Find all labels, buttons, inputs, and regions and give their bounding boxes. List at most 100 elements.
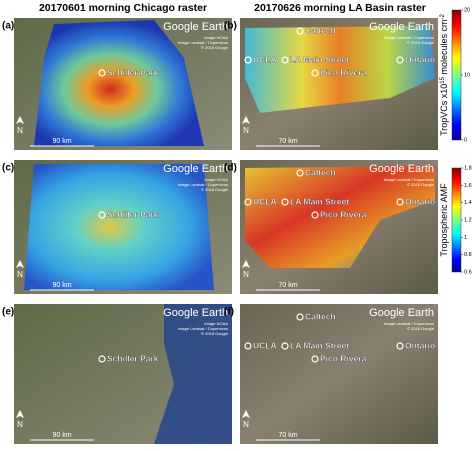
brand-label: Google Earth bbox=[163, 21, 228, 33]
colorbar-title: Tropospheric AMF bbox=[439, 183, 449, 257]
scale-label: 90 km bbox=[52, 138, 71, 145]
credit-label: © 2018 Google bbox=[407, 182, 435, 187]
place-label: UCLA bbox=[253, 196, 277, 206]
credit-label: Image Landsat / Copernicus bbox=[384, 177, 434, 182]
place-marker bbox=[281, 342, 289, 350]
credit-label: Image NOAA bbox=[204, 35, 228, 40]
panel-label: (f) bbox=[224, 307, 234, 318]
column-title: 20170626 morning LA Basin raster bbox=[254, 2, 426, 14]
credit-label: Image Landsat / Copernicus bbox=[384, 321, 434, 326]
credit-label: Image Landsat / Copernicus bbox=[178, 326, 228, 331]
scale-label: 70 km bbox=[278, 432, 297, 439]
map-panel: Google Earth Image Landsat / Copernicus© … bbox=[240, 304, 438, 444]
colorbar-title-part: Tropospheric AMF bbox=[439, 183, 449, 257]
map-panel: Google Earth Image Landsat / Copernicus© … bbox=[240, 160, 438, 294]
place-label: LA Main Street bbox=[290, 54, 349, 64]
place-label: Schiller Park bbox=[107, 67, 159, 77]
colorbar-tick-label: 20 bbox=[464, 7, 470, 13]
north-label: N bbox=[17, 126, 23, 135]
place-marker bbox=[296, 313, 304, 321]
north-arrow bbox=[16, 410, 24, 418]
place-label: LA Main Street bbox=[290, 196, 349, 206]
colorbar-tick-label: 0 bbox=[464, 137, 467, 143]
colorbar-tick-label: 0.8 bbox=[464, 252, 472, 258]
colorbar-title-part: molecules cm bbox=[439, 19, 449, 77]
brand-label: Google Earth bbox=[163, 307, 228, 319]
north-label: N bbox=[17, 270, 23, 279]
scale-label: 70 km bbox=[278, 282, 297, 289]
place-label: Ontario bbox=[405, 54, 435, 64]
north-label: N bbox=[17, 420, 23, 429]
map-panel: Google Earth Image Landsat / Copernicus© … bbox=[240, 18, 438, 150]
colorbar-tick-label: 1.8 bbox=[464, 165, 472, 171]
scale-label: 70 km bbox=[278, 138, 297, 145]
brand-label: Google Earth bbox=[369, 307, 434, 319]
place-marker bbox=[296, 27, 304, 35]
place-marker bbox=[396, 198, 404, 206]
panel-label: (b) bbox=[224, 21, 237, 32]
credit-label: Image Landsat / Copernicus bbox=[384, 35, 434, 40]
colorbar-tick-label: 10 bbox=[464, 72, 470, 78]
place-marker bbox=[281, 56, 289, 64]
panel-label: (c) bbox=[2, 163, 14, 174]
brand-label: Google Earth bbox=[369, 163, 434, 175]
map-overlay bbox=[154, 304, 232, 444]
panel-label: (a) bbox=[2, 21, 14, 32]
place-label: Caltech bbox=[305, 311, 336, 321]
place-marker bbox=[396, 56, 404, 64]
brand-label: Google Earth bbox=[369, 21, 434, 33]
place-marker bbox=[244, 56, 252, 64]
map-overlay bbox=[34, 20, 204, 146]
place-label: Ontario bbox=[405, 340, 435, 350]
place-label: UCLA bbox=[253, 54, 277, 64]
colorbar-tick-label: 1 bbox=[464, 235, 467, 241]
colorbar-title-part: -2 bbox=[440, 13, 446, 19]
credit-label: Image NOAA bbox=[204, 321, 228, 326]
credit-label: © 2018 Google bbox=[201, 187, 229, 192]
place-marker bbox=[281, 198, 289, 206]
place-marker bbox=[244, 198, 252, 206]
colorbar-title-part: TropVCs x10 bbox=[439, 84, 449, 136]
credit-label: Image Landsat / Copernicus bbox=[178, 40, 228, 45]
place-marker bbox=[311, 211, 319, 219]
credit-label: © 2018 Google bbox=[407, 40, 435, 45]
place-label: Schiller Park bbox=[107, 209, 159, 219]
scale-label: 90 km bbox=[52, 432, 71, 439]
map-background bbox=[240, 304, 438, 444]
panel-label: (d) bbox=[224, 163, 237, 174]
place-marker bbox=[98, 69, 106, 77]
north-arrow bbox=[16, 260, 24, 268]
place-label: Pico Rivera bbox=[320, 353, 367, 363]
place-marker bbox=[244, 342, 252, 350]
place-label: Schiller Park bbox=[107, 353, 159, 363]
credit-label: Image Landsat / Copernicus bbox=[178, 182, 228, 187]
place-marker bbox=[311, 355, 319, 363]
map-overlay bbox=[245, 166, 435, 268]
place-label: UCLA bbox=[253, 340, 277, 350]
colorbar-tick-label: 0.6 bbox=[464, 269, 472, 275]
colorbar-title: TropVCs x1015 molecules cm-2 bbox=[439, 13, 449, 135]
colorbar-tick-label: 1.2 bbox=[464, 217, 472, 223]
place-marker bbox=[98, 355, 106, 363]
panel-label: (e) bbox=[2, 307, 14, 318]
brand-label: Google Earth bbox=[163, 163, 228, 175]
place-label: Caltech bbox=[305, 167, 336, 177]
place-marker bbox=[311, 69, 319, 77]
colorbar-title-part: 15 bbox=[440, 76, 446, 83]
colorbar bbox=[451, 167, 462, 273]
north-arrow bbox=[16, 116, 24, 124]
north-label: N bbox=[243, 420, 249, 429]
north-label: N bbox=[243, 270, 249, 279]
credit-label: Image NOAA bbox=[204, 177, 228, 182]
column-title: 20170601 morning Chicago raster bbox=[39, 2, 207, 14]
place-marker bbox=[296, 169, 304, 177]
place-label: Ontario bbox=[405, 196, 435, 206]
scale-label: 90 km bbox=[52, 282, 71, 289]
place-label: Pico Rivera bbox=[320, 67, 367, 77]
credit-label: © 2018 Google bbox=[201, 331, 229, 336]
